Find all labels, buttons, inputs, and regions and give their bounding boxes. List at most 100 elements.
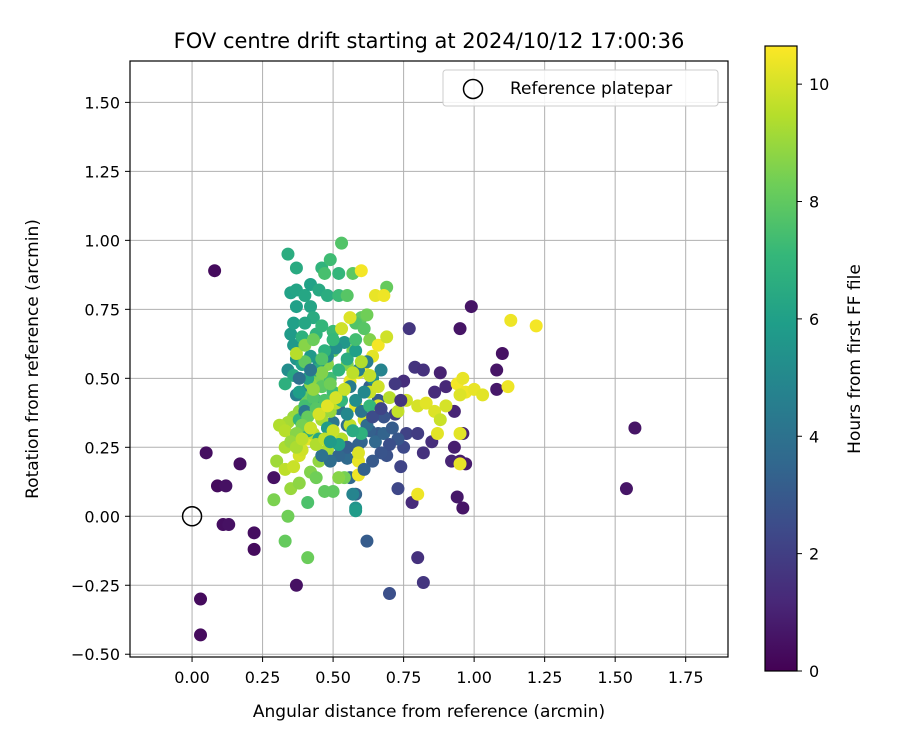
scatter-point xyxy=(289,578,303,592)
scatter-point xyxy=(315,352,329,366)
scatter-point xyxy=(456,501,470,515)
scatter-point xyxy=(332,266,346,280)
x-tick-label: 0.25 xyxy=(245,668,281,687)
scatter-point xyxy=(304,421,318,435)
x-axis: 0.00 0.25 0.50 0.75 1.00 1.25 1.50 1.75 xyxy=(174,657,704,687)
scatter-point xyxy=(340,352,354,366)
y-tick-label: 1.25 xyxy=(84,162,120,181)
scatter-point xyxy=(194,592,208,606)
scatter-point xyxy=(315,449,329,463)
scatter-point xyxy=(388,377,402,391)
scatter-point xyxy=(194,628,208,642)
legend-label-reference-platepar: Reference platepar xyxy=(510,79,672,99)
scatter-point xyxy=(267,471,281,485)
scatter-point xyxy=(320,289,334,303)
plot-frame xyxy=(129,60,729,658)
scatter-point xyxy=(628,421,642,435)
y-tick-label: 0.25 xyxy=(84,438,120,457)
scatter-point xyxy=(287,316,301,330)
scatter-point xyxy=(357,322,371,336)
scatter-point xyxy=(312,407,326,421)
scatter-point xyxy=(360,534,374,548)
x-tick-label: 0.75 xyxy=(386,668,422,687)
colorbar-gradient xyxy=(765,46,797,671)
scatter-point xyxy=(289,261,303,275)
scatter-point xyxy=(366,410,380,424)
scatter-point xyxy=(349,393,363,407)
scatter-point xyxy=(247,542,261,556)
scatter-point xyxy=(315,366,329,380)
scatter-point xyxy=(222,518,236,532)
scatter-point xyxy=(354,355,368,369)
scatter-point xyxy=(394,393,408,407)
y-axis: −0.50 −0.25 0.00 0.25 0.50 0.75 1.00 1.25 1.50 xyxy=(71,93,130,664)
scatter-point xyxy=(309,471,323,485)
scatter-point xyxy=(298,316,312,330)
scatter-point xyxy=(281,247,295,261)
colorbar-ticks: 0 2 4 6 8 10 xyxy=(797,75,829,681)
legend-box xyxy=(442,69,719,107)
scatter-point xyxy=(416,576,430,589)
scatter-point xyxy=(433,366,447,380)
grid xyxy=(130,61,728,657)
scatter-point xyxy=(453,457,467,471)
scatter-point xyxy=(298,289,312,303)
scatter-point xyxy=(450,490,464,504)
scatter-point xyxy=(354,264,368,278)
scatter-point xyxy=(453,427,467,440)
scatter-point xyxy=(391,404,405,418)
scatter-point xyxy=(346,424,360,438)
scatter-point xyxy=(349,333,363,347)
scatter-point xyxy=(335,236,349,250)
y-tick-label: 0.75 xyxy=(84,300,120,319)
scatter-point xyxy=(329,391,343,405)
scatter-point xyxy=(301,551,315,565)
scatter-point xyxy=(383,438,397,452)
scatter-point xyxy=(199,446,213,460)
scatter-point xyxy=(433,413,447,427)
scatter-point xyxy=(346,487,360,501)
scatter-point xyxy=(439,380,453,394)
scatter-point xyxy=(318,484,332,498)
scatter-point xyxy=(208,264,222,278)
scatter-point xyxy=(315,319,329,333)
scatter-point xyxy=(301,495,315,509)
scatter-point xyxy=(529,319,543,333)
scatter-point xyxy=(453,388,467,402)
scatter-point xyxy=(380,330,394,344)
y-tick-label: 0.50 xyxy=(84,369,120,388)
scatter-point xyxy=(335,322,349,336)
scatter-point xyxy=(439,399,453,413)
y-tick-label: 0.00 xyxy=(84,507,120,526)
scatter-point xyxy=(447,440,461,454)
scatter-point xyxy=(430,427,444,440)
scatter-point xyxy=(278,377,292,391)
scatter-point xyxy=(340,289,354,303)
scatter-point xyxy=(267,493,281,507)
legend: Reference platepar xyxy=(442,69,719,107)
scatter-point xyxy=(323,253,337,267)
y-tick-label: 1.50 xyxy=(84,93,120,112)
scatter-point xyxy=(233,457,247,471)
colorbar: 0 2 4 6 8 10 Hours from first FF file xyxy=(764,45,865,681)
chart-title: FOV centre drift starting at 2024/10/12 … xyxy=(174,29,685,53)
scatter-point xyxy=(371,338,385,352)
scatter-point xyxy=(357,385,371,399)
scatter-point xyxy=(306,382,320,396)
y-tick-label: 1.00 xyxy=(84,231,120,250)
scatter-point xyxy=(501,380,515,394)
scatter-point xyxy=(456,371,470,385)
scatter-point xyxy=(383,587,397,601)
scatter-point xyxy=(219,479,233,493)
scatter-point xyxy=(295,432,309,446)
scatter-point xyxy=(504,313,518,327)
scatter-point xyxy=(284,327,298,341)
scatter-point xyxy=(490,363,504,377)
reference-platepar-marker xyxy=(181,506,203,527)
scatter-point xyxy=(318,266,332,280)
scatter-point xyxy=(332,471,346,485)
scatter-point xyxy=(346,366,360,380)
scatter-point xyxy=(416,446,430,460)
colorbar-tick-label: 6 xyxy=(809,310,819,329)
